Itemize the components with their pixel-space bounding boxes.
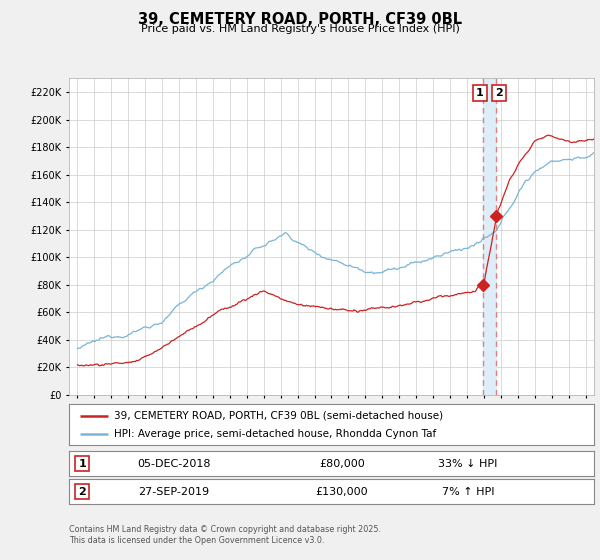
Text: 27-SEP-2019: 27-SEP-2019 bbox=[139, 487, 209, 497]
Text: £80,000: £80,000 bbox=[319, 459, 365, 469]
Text: 7% ↑ HPI: 7% ↑ HPI bbox=[442, 487, 494, 497]
Text: HPI: Average price, semi-detached house, Rhondda Cynon Taf: HPI: Average price, semi-detached house,… bbox=[113, 429, 436, 438]
Text: 33% ↓ HPI: 33% ↓ HPI bbox=[439, 459, 497, 469]
Text: 2: 2 bbox=[78, 487, 86, 497]
Text: 39, CEMETERY ROAD, PORTH, CF39 0BL (semi-detached house): 39, CEMETERY ROAD, PORTH, CF39 0BL (semi… bbox=[113, 411, 443, 421]
Text: Contains HM Land Registry data © Crown copyright and database right 2025.
This d: Contains HM Land Registry data © Crown c… bbox=[69, 525, 381, 545]
Bar bbox=[482, 78, 496, 395]
Text: £130,000: £130,000 bbox=[316, 487, 368, 497]
Text: 39, CEMETERY ROAD, PORTH, CF39 0BL: 39, CEMETERY ROAD, PORTH, CF39 0BL bbox=[138, 12, 462, 27]
Text: Price paid vs. HM Land Registry's House Price Index (HPI): Price paid vs. HM Land Registry's House … bbox=[140, 24, 460, 34]
Text: 05-DEC-2018: 05-DEC-2018 bbox=[137, 459, 211, 469]
Text: 2: 2 bbox=[495, 88, 503, 98]
Text: 1: 1 bbox=[78, 459, 86, 469]
Text: 1: 1 bbox=[476, 88, 484, 98]
